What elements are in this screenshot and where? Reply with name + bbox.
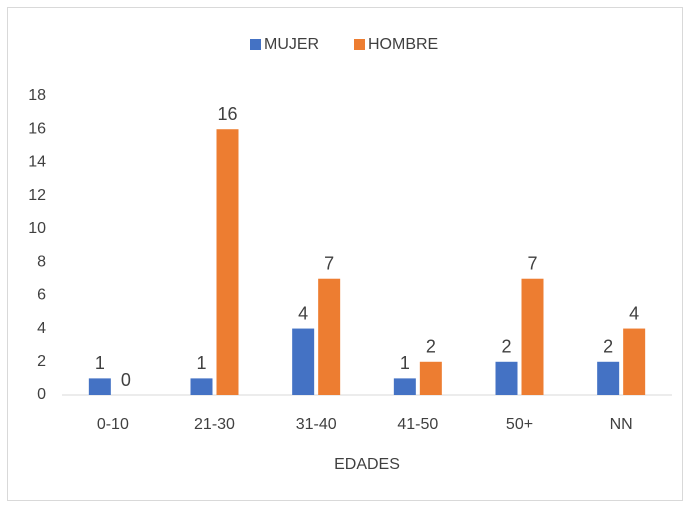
y-tick-label: 14 bbox=[28, 154, 46, 171]
bar bbox=[495, 361, 518, 395]
value-label: 16 bbox=[217, 104, 237, 124]
x-tick-label: 50+ bbox=[506, 416, 533, 433]
x-tick-label: 0-10 bbox=[97, 416, 129, 433]
bar bbox=[190, 378, 213, 395]
value-label: 0 bbox=[121, 370, 131, 390]
bar bbox=[393, 378, 416, 395]
bar bbox=[292, 328, 315, 395]
legend-swatch bbox=[250, 39, 261, 50]
y-tick-label: 18 bbox=[28, 87, 46, 104]
bar bbox=[623, 328, 646, 395]
y-tick-label: 10 bbox=[28, 220, 46, 237]
value-label: 7 bbox=[324, 253, 334, 273]
y-tick-label: 12 bbox=[28, 187, 46, 204]
value-label: 1 bbox=[400, 353, 410, 373]
y-tick-label: 6 bbox=[37, 287, 46, 304]
value-label: 4 bbox=[298, 303, 308, 323]
bar bbox=[318, 278, 341, 395]
y-tick-label: 0 bbox=[37, 386, 46, 403]
x-tick-label: 21-30 bbox=[194, 416, 235, 433]
bar bbox=[521, 278, 544, 395]
value-label: 2 bbox=[501, 337, 511, 357]
bar bbox=[597, 361, 620, 395]
legend-swatch bbox=[354, 39, 365, 50]
legend-label: MUJER bbox=[264, 36, 319, 53]
value-label: 2 bbox=[426, 337, 436, 357]
bar bbox=[216, 129, 239, 395]
bar bbox=[88, 378, 111, 395]
value-label: 4 bbox=[629, 303, 639, 323]
bar bbox=[419, 361, 442, 395]
x-tick-label: NN bbox=[610, 416, 633, 433]
value-label: 7 bbox=[527, 253, 537, 273]
value-label: 2 bbox=[603, 337, 613, 357]
y-tick-label: 2 bbox=[37, 353, 46, 370]
x-tick-label: 31-40 bbox=[296, 416, 337, 433]
y-tick-label: 8 bbox=[37, 253, 46, 270]
y-tick-label: 4 bbox=[37, 320, 46, 337]
x-tick-label: 41-50 bbox=[397, 416, 438, 433]
y-tick-label: 16 bbox=[28, 120, 46, 137]
chart-border bbox=[7, 7, 683, 501]
x-axis-label: EDADES bbox=[334, 456, 400, 473]
legend-label: HOMBRE bbox=[368, 36, 438, 53]
value-label: 1 bbox=[95, 353, 105, 373]
value-label: 1 bbox=[196, 353, 206, 373]
